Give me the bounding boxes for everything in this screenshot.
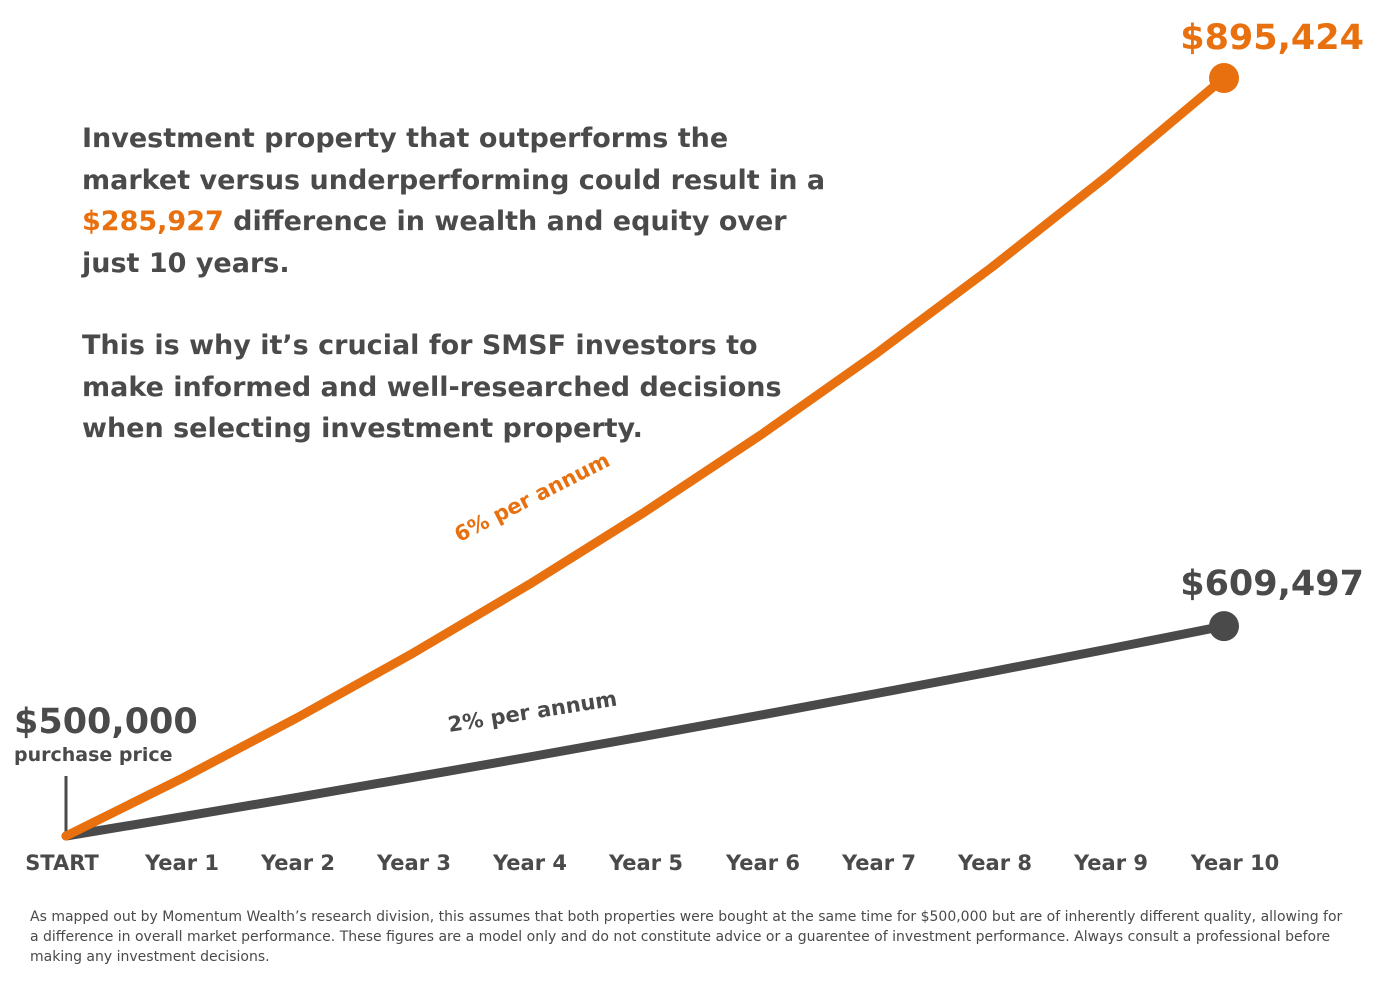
start-value: $500,000 [14, 702, 198, 742]
x-tick-label: Year 8 [957, 851, 1032, 875]
x-tick-label: Year 1 [144, 851, 219, 875]
series-end-point-2pct [1209, 611, 1239, 642]
start-value-label: $500,000 purchase price [14, 700, 198, 766]
x-tick-label: Year 4 [492, 851, 567, 875]
headline-highlight-amount: $285,927 [82, 206, 224, 237]
x-tick-label: Year 9 [1073, 851, 1148, 875]
series-label-6pct: 6% per annum [451, 448, 614, 547]
end-value-6pct: $895,424 [1180, 18, 1364, 58]
headline-paragraph-2: This is why it’s crucial for SMSF invest… [82, 330, 782, 444]
x-tick-label: Year 5 [608, 851, 683, 875]
x-tick-label: Year 10 [1190, 851, 1280, 875]
x-tick-label: Year 2 [260, 851, 335, 875]
x-tick-labels: START Year 1 Year 2 Year 3 Year 4 Year 5 Year … [25, 851, 1279, 875]
headline-text: Investment property that outperforms the… [82, 118, 842, 450]
x-tick-label: Year 6 [725, 851, 800, 875]
headline-line1: Investment property that outperforms the… [82, 123, 826, 196]
start-value-subtitle: purchase price [14, 744, 173, 766]
series-line-6pct [61, 73, 1229, 841]
x-tick-label: Year 7 [841, 851, 916, 875]
series-label-2pct: 2% per annum [446, 687, 618, 737]
headline-line1-end: difference in wealth and equity over jus… [82, 206, 787, 279]
x-tick-label: START [25, 851, 99, 875]
headline-paragraph-1: Investment property that outperforms the… [82, 118, 842, 284]
x-tick-label: Year 3 [376, 851, 451, 875]
end-value-2pct: $609,497 [1180, 564, 1364, 604]
series-line-2pct [61, 621, 1229, 841]
series-end-point-6pct [1209, 63, 1239, 93]
footnote-disclaimer: As mapped out by Momentum Wealth’s resea… [30, 909, 1343, 965]
